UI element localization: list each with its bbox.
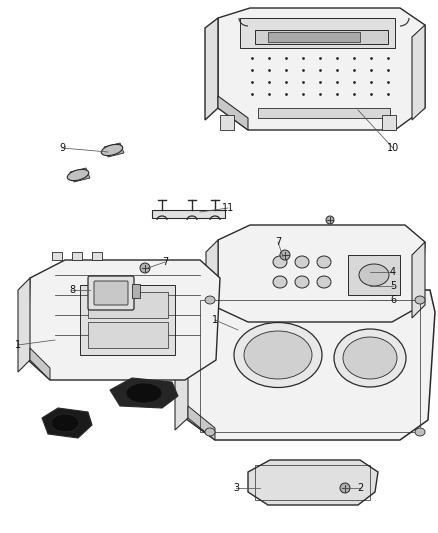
Polygon shape xyxy=(382,115,396,130)
Text: 7: 7 xyxy=(275,237,281,247)
Polygon shape xyxy=(88,322,168,348)
Polygon shape xyxy=(412,242,425,318)
Polygon shape xyxy=(240,18,395,48)
Text: 10: 10 xyxy=(387,143,399,153)
FancyBboxPatch shape xyxy=(94,281,128,305)
Polygon shape xyxy=(132,284,140,298)
Text: 3: 3 xyxy=(233,483,239,493)
Polygon shape xyxy=(70,168,90,182)
Ellipse shape xyxy=(295,256,309,268)
Ellipse shape xyxy=(334,329,406,387)
Polygon shape xyxy=(218,225,425,322)
Ellipse shape xyxy=(415,428,425,436)
Ellipse shape xyxy=(101,144,123,156)
Text: 7: 7 xyxy=(162,257,168,267)
Polygon shape xyxy=(258,108,390,118)
Polygon shape xyxy=(185,290,435,440)
Ellipse shape xyxy=(343,337,397,379)
Polygon shape xyxy=(248,460,378,505)
Circle shape xyxy=(140,263,150,273)
Polygon shape xyxy=(28,260,220,380)
Ellipse shape xyxy=(244,331,312,379)
Polygon shape xyxy=(188,406,215,440)
Ellipse shape xyxy=(126,383,162,403)
Ellipse shape xyxy=(317,256,331,268)
Text: 8: 8 xyxy=(69,285,75,295)
Ellipse shape xyxy=(415,296,425,304)
Polygon shape xyxy=(268,32,360,42)
Polygon shape xyxy=(218,96,248,130)
Polygon shape xyxy=(104,143,124,157)
Polygon shape xyxy=(30,348,50,380)
Ellipse shape xyxy=(273,256,287,268)
Polygon shape xyxy=(88,292,168,318)
Text: 1: 1 xyxy=(212,315,218,325)
Polygon shape xyxy=(205,18,218,120)
Ellipse shape xyxy=(273,276,287,288)
Polygon shape xyxy=(348,255,400,295)
Polygon shape xyxy=(206,240,218,320)
Text: 9: 9 xyxy=(59,143,65,153)
Ellipse shape xyxy=(359,264,389,286)
Polygon shape xyxy=(255,30,388,44)
Polygon shape xyxy=(92,252,102,260)
Text: 1: 1 xyxy=(15,340,21,350)
Polygon shape xyxy=(218,8,425,130)
Polygon shape xyxy=(18,278,30,372)
Text: 11: 11 xyxy=(222,203,234,213)
Ellipse shape xyxy=(295,276,309,288)
Polygon shape xyxy=(80,285,175,355)
Ellipse shape xyxy=(205,428,215,436)
Ellipse shape xyxy=(234,322,322,387)
Polygon shape xyxy=(52,252,62,260)
Polygon shape xyxy=(72,252,82,260)
Text: 5: 5 xyxy=(390,281,396,291)
Circle shape xyxy=(280,250,290,260)
Polygon shape xyxy=(412,25,425,120)
Polygon shape xyxy=(175,308,188,430)
Ellipse shape xyxy=(317,276,331,288)
Ellipse shape xyxy=(67,169,89,181)
Ellipse shape xyxy=(205,296,215,304)
Text: 2: 2 xyxy=(357,483,363,493)
Circle shape xyxy=(326,216,334,224)
Polygon shape xyxy=(220,115,234,130)
Polygon shape xyxy=(152,210,225,218)
Text: 4: 4 xyxy=(390,267,396,277)
Ellipse shape xyxy=(51,414,79,432)
Polygon shape xyxy=(110,378,178,408)
Polygon shape xyxy=(42,408,92,438)
Text: 6: 6 xyxy=(390,295,396,305)
Circle shape xyxy=(340,483,350,493)
FancyBboxPatch shape xyxy=(88,276,134,310)
